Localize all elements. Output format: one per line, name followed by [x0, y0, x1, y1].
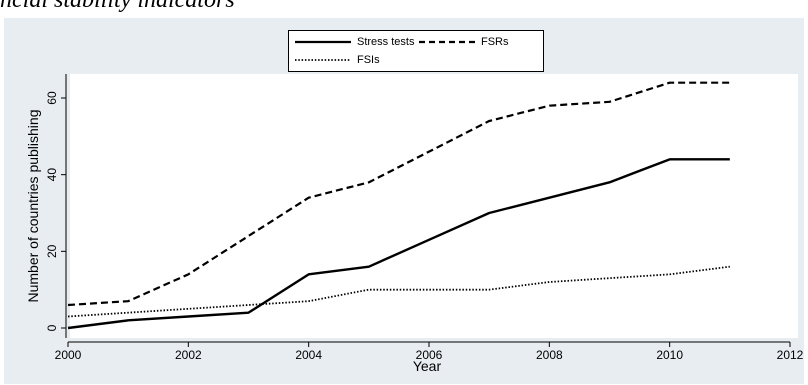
y-tick-label: 60: [45, 91, 59, 105]
y-tick-label: 20: [45, 244, 59, 258]
y-tick-label: 0: [45, 324, 59, 331]
x-tick-label: 2004: [295, 348, 322, 362]
series-line-fsrs: [67, 81, 730, 307]
legend-item-fsrs: FSRs: [417, 35, 539, 49]
legend-item-fsis: FSIs: [293, 53, 415, 67]
x-tick-label: 2008: [536, 348, 563, 362]
chart-legend: Stress tests FSRs FSIs: [288, 30, 544, 72]
chart-container: 0 20 40 60 2000 2002 2004 2006 2008 2010 2012 Year N…: [4, 18, 804, 384]
legend-label: FSRs: [481, 36, 509, 48]
x-tick-label: 2000: [55, 348, 82, 362]
legend-label: Stress tests: [357, 36, 415, 48]
legend-swatch-solid: [295, 40, 351, 44]
x-tick-label: 2010: [656, 348, 683, 362]
legend-swatch-dashed: [419, 40, 475, 44]
series-line-stress-tests: [67, 158, 730, 330]
x-axis-title: Year: [413, 358, 442, 374]
y-axis-title: Number of countries publishing: [25, 110, 41, 303]
legend-swatch-dotted: [295, 59, 351, 61]
x-tick-label: 2006: [416, 348, 443, 362]
x-tick-label: 2012: [777, 348, 804, 362]
line-chart: 0 20 40 60 2000 2002 2004 2006 2008 2010 2012 Year N…: [25, 74, 804, 374]
y-tick-label: 40: [45, 168, 59, 182]
x-tick-label: 2002: [175, 348, 202, 362]
page-caption: ncial stability indicators: [0, 0, 235, 13]
plot-area: [70, 74, 798, 338]
legend-label: FSIs: [357, 54, 380, 66]
legend-item-stress-tests: Stress tests: [293, 35, 415, 49]
